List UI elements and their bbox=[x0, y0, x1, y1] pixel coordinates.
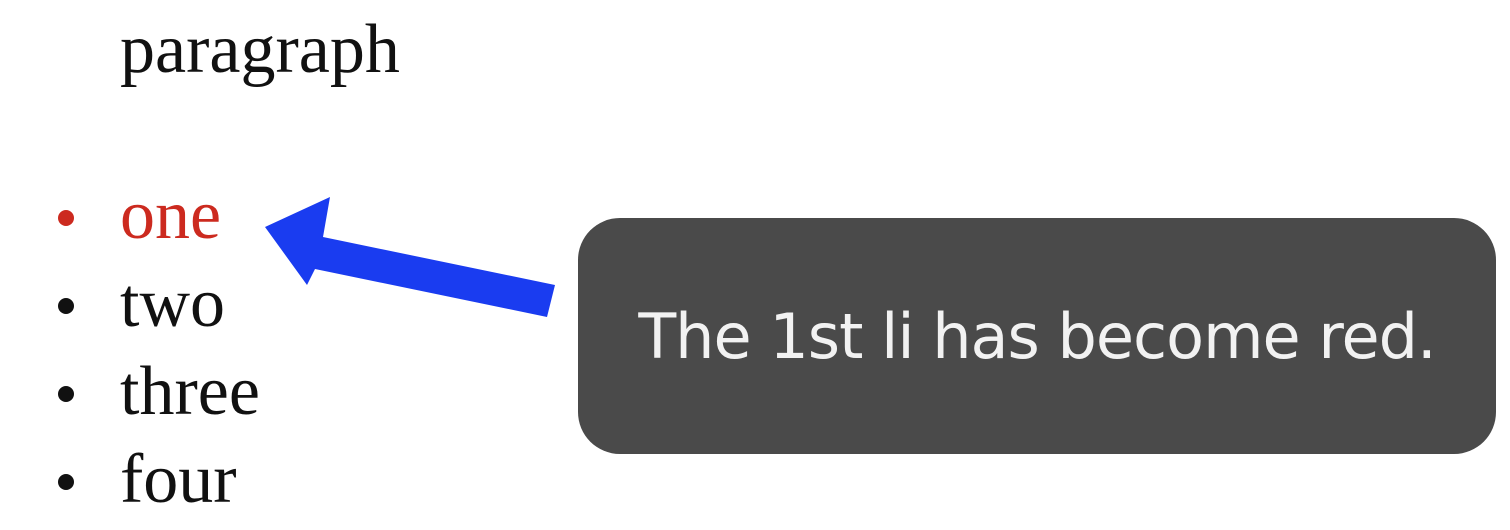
callout-box: The 1st li has become red. bbox=[578, 218, 1496, 454]
list-item-two: two bbox=[0, 260, 260, 348]
bullet-icon bbox=[58, 474, 74, 490]
paragraph-text: paragraph bbox=[120, 11, 400, 88]
bullet-icon bbox=[58, 386, 74, 402]
bullet-list: one two three four bbox=[0, 172, 260, 524]
bullet-icon bbox=[58, 298, 74, 314]
list-item-four: four bbox=[0, 436, 260, 524]
list-item-label: one bbox=[120, 177, 222, 254]
list-item-one: one bbox=[0, 172, 260, 260]
arrow-icon bbox=[265, 197, 555, 317]
list-item-label: four bbox=[120, 441, 237, 518]
list-item-three: three bbox=[0, 348, 260, 436]
bullet-icon bbox=[58, 210, 74, 226]
list-item-label: two bbox=[120, 265, 225, 342]
callout-text: The 1st li has become red. bbox=[638, 299, 1436, 373]
list-item-label: three bbox=[120, 353, 260, 430]
